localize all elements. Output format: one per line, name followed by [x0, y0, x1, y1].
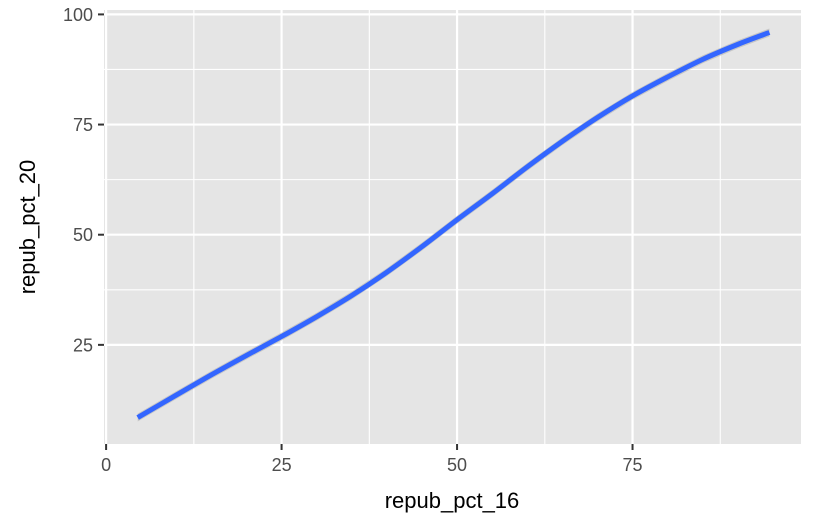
x-tick-label: 75: [623, 455, 643, 475]
x-tick-label: 50: [447, 455, 467, 475]
smooth-line: [136, 30, 771, 420]
x-axis-title: repub_pct_16: [385, 488, 520, 513]
y-axis: 25 50 75 100: [63, 5, 104, 355]
x-axis: 0 25 50 75: [101, 444, 643, 475]
series-layer: [136, 28, 771, 422]
y-tick-label: 75: [73, 115, 93, 135]
y-tick-label: 25: [73, 335, 93, 355]
y-axis-title: repub_pct_20: [15, 160, 40, 295]
y-tick-label: 50: [73, 225, 93, 245]
x-tick-label: 25: [272, 455, 292, 475]
x-tick-label: 0: [101, 455, 111, 475]
major-gridlines: [104, 10, 801, 444]
y-tick-label: 100: [63, 5, 93, 25]
